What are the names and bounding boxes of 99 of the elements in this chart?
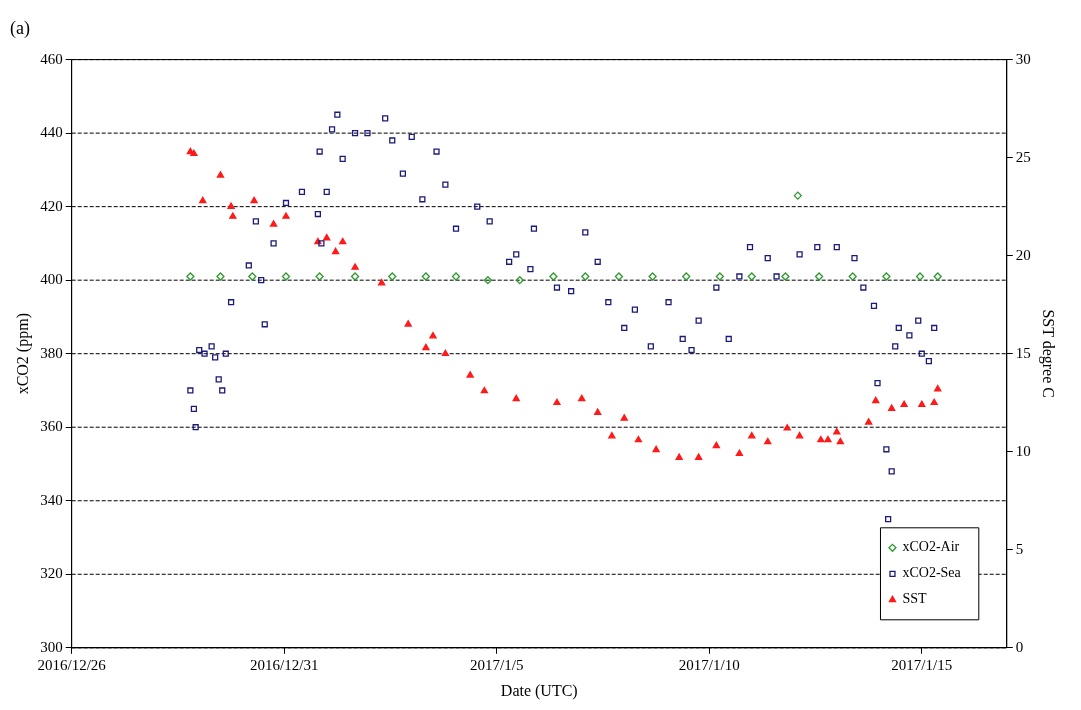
y2-tick-label: 10 <box>1015 442 1031 459</box>
point <box>216 171 225 178</box>
point <box>451 272 461 281</box>
point <box>715 272 725 281</box>
point <box>199 196 207 204</box>
y-tick-label: 340 <box>40 491 63 508</box>
point <box>817 435 825 443</box>
point <box>795 431 804 439</box>
point <box>934 384 942 392</box>
point <box>675 453 683 461</box>
point <box>512 394 520 402</box>
point <box>620 414 628 421</box>
point <box>338 237 347 245</box>
point <box>848 272 857 281</box>
point <box>648 272 657 281</box>
chart-title: (a) <box>10 17 30 39</box>
point <box>781 272 790 281</box>
y2-tick-label: 5 <box>1015 540 1024 557</box>
point <box>216 272 225 281</box>
point <box>864 418 873 425</box>
point <box>900 400 908 408</box>
point <box>836 437 845 445</box>
x-tick-label: 2016/12/31 <box>250 656 319 673</box>
point <box>793 191 802 200</box>
point <box>250 196 258 204</box>
point <box>712 441 721 449</box>
legend-label: xCO2-Sea <box>902 565 962 581</box>
point <box>186 272 195 281</box>
point <box>682 272 691 281</box>
x-tick-label: 2017/1/15 <box>891 656 953 673</box>
x-tick-label: 2016/12/26 <box>37 656 107 673</box>
point <box>888 404 896 411</box>
y-tick-label: 320 <box>40 565 63 582</box>
point <box>594 408 602 415</box>
legend-label: SST <box>902 591 928 607</box>
point <box>581 272 590 281</box>
y-tick-label: 360 <box>40 418 63 435</box>
y2-tick-label: 25 <box>1015 148 1031 165</box>
point <box>915 272 925 281</box>
point <box>930 398 938 406</box>
point <box>480 386 489 394</box>
x-tick-label: 2017/1/5 <box>470 656 524 673</box>
point <box>578 394 586 402</box>
point <box>269 220 278 227</box>
y2-tick-label: 0 <box>1015 638 1024 655</box>
point <box>747 272 756 281</box>
point <box>323 233 331 241</box>
point <box>229 212 237 219</box>
y2-tick-label: 30 <box>1015 50 1031 67</box>
point <box>833 427 841 435</box>
point <box>814 272 824 281</box>
y2-tick-label: 15 <box>1015 344 1031 361</box>
y-axis-title: xCO2 (ppm) <box>13 313 32 395</box>
y-tick-label: 300 <box>40 638 63 655</box>
point <box>824 435 832 443</box>
point <box>281 272 291 281</box>
point <box>882 272 891 281</box>
point <box>634 435 643 443</box>
point <box>421 272 431 281</box>
point <box>515 276 524 285</box>
point <box>404 320 412 327</box>
point <box>227 202 235 210</box>
point <box>190 149 198 157</box>
y-tick-label: 440 <box>40 124 63 141</box>
point <box>694 453 703 461</box>
y-tick-label: 400 <box>40 271 63 288</box>
point <box>735 449 744 457</box>
y-tick-label: 460 <box>40 50 63 67</box>
point <box>933 272 942 281</box>
point <box>553 398 561 406</box>
point <box>652 445 660 453</box>
point <box>248 272 257 281</box>
point <box>748 431 756 439</box>
point <box>483 276 493 285</box>
point <box>549 272 558 281</box>
y2-axis-title: SST degree C <box>1039 309 1058 398</box>
y2-tick-label: 20 <box>1015 246 1031 263</box>
point <box>918 400 926 408</box>
point <box>351 263 359 270</box>
point <box>608 431 616 439</box>
point <box>282 212 290 219</box>
point <box>466 371 474 378</box>
point <box>614 272 624 281</box>
y-tick-label: 380 <box>40 344 63 361</box>
point <box>764 437 772 445</box>
x-tick-label: 2017/1/10 <box>678 656 740 673</box>
point <box>872 396 880 404</box>
point <box>429 331 437 339</box>
point <box>388 272 397 281</box>
y-tick-label: 420 <box>40 197 63 214</box>
point <box>441 349 450 357</box>
point <box>783 424 791 431</box>
point <box>315 272 324 281</box>
legend-label: xCO2-Air <box>902 539 960 555</box>
point <box>377 278 386 286</box>
point <box>422 343 430 351</box>
x-axis-title: Date (UTC) <box>500 681 578 700</box>
point <box>331 247 340 255</box>
point <box>350 272 360 281</box>
